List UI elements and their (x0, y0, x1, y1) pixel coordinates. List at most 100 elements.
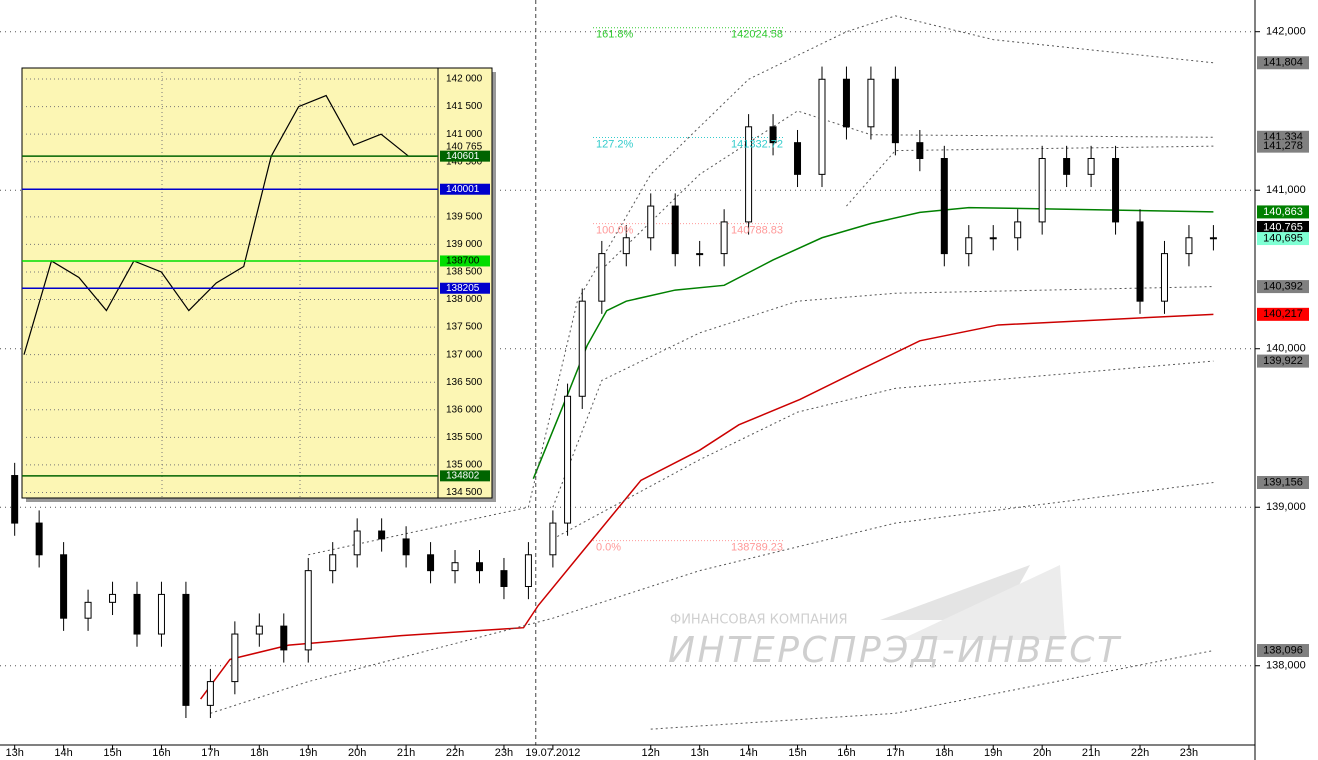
price-label-box (1257, 139, 1309, 153)
candle (109, 581, 117, 616)
candle-body (402, 538, 410, 556)
price-label: 140,392 (1263, 280, 1303, 292)
candle-body (578, 300, 586, 397)
inset-y-tick-label: 139 500 (446, 211, 483, 222)
candle-body (965, 237, 973, 255)
price-label-box (1257, 220, 1309, 234)
candle (427, 542, 435, 584)
x-tick-label: 23h (495, 747, 513, 759)
inset-y-tick-label: 136 500 (446, 377, 483, 388)
x-tick-label: 16h (152, 747, 170, 759)
x-tick-label: 16h (837, 747, 855, 759)
price-label-box (1257, 205, 1309, 219)
price-label-box (1257, 56, 1309, 70)
inset-y-tick-label: 135 000 (446, 460, 483, 471)
inset-level-box (440, 282, 490, 294)
inset-level-box (440, 470, 490, 482)
x-tick-label: 15h (103, 747, 121, 759)
band-line (552, 360, 1214, 540)
candle-body (1038, 158, 1046, 223)
watermark-name: ИНТЕРСПРЭД-ИНВЕСТ (668, 630, 1133, 671)
candle-body (1014, 221, 1022, 239)
candle (60, 542, 68, 631)
candle-body (1209, 237, 1217, 240)
candle (842, 66, 850, 140)
x-tick-label: 20h (1033, 747, 1051, 759)
y-tick-label: 139,000 (1266, 501, 1306, 513)
fib-value: 142024.58 (731, 29, 783, 41)
indicator-line (532, 206, 1214, 479)
candle-body (1136, 221, 1144, 302)
x-tick-label: 23h (1180, 747, 1198, 759)
x-tick-label: 12h (642, 747, 660, 759)
candle-body (133, 593, 141, 635)
x-tick-label: 13h (690, 747, 708, 759)
candle (182, 581, 190, 719)
inset-frame (21, 67, 493, 499)
band-line (601, 110, 1214, 270)
candle-body (842, 78, 850, 128)
price-label-box (1257, 476, 1309, 490)
band-line (552, 286, 1214, 508)
price-label: 141,278 (1263, 140, 1303, 152)
candle-body (329, 554, 337, 572)
candle-body (475, 562, 483, 572)
inset-level-label: 140 765 (446, 142, 483, 153)
candle (564, 383, 572, 536)
x-tick-label: 21h (397, 747, 415, 759)
candle (280, 613, 288, 663)
candle (965, 225, 973, 267)
fib-name: 0.0% (596, 542, 621, 554)
candle (891, 66, 899, 156)
candle (671, 193, 679, 267)
candle (35, 510, 43, 568)
candle-body (1185, 237, 1193, 255)
candle (818, 66, 826, 188)
y-tick-label: 138,000 (1266, 660, 1306, 672)
price-label: 140,695 (1263, 232, 1303, 244)
candle-body (1087, 158, 1095, 175)
candle (1063, 145, 1071, 188)
x-tick-label: 14h (739, 747, 757, 759)
candle-body (940, 158, 948, 255)
candle (622, 225, 630, 267)
inset-y-tick-label: 140 500 (446, 156, 483, 167)
candle-body (353, 530, 361, 556)
price-label-box (1257, 644, 1309, 658)
inset-y-tick-label: 137 000 (446, 349, 483, 360)
inset-level-box (440, 183, 490, 195)
x-tick-label: 17h (886, 747, 904, 759)
candle (720, 209, 728, 267)
candle (989, 225, 997, 251)
candle-body (598, 253, 606, 302)
candle (696, 240, 704, 267)
candle-body (794, 142, 802, 175)
y-tick-label: 140,000 (1266, 343, 1306, 355)
candle (329, 542, 337, 584)
candle (769, 114, 777, 156)
candle-body (280, 625, 288, 651)
x-tick-label: 19.07.2012 (525, 747, 580, 759)
fib-value: 138789.23 (731, 542, 783, 554)
inset-y-tick-label: 141 500 (446, 101, 483, 112)
candle-body (231, 633, 239, 683)
fib-value: 140788.83 (731, 225, 783, 237)
price-label: 141,804 (1263, 57, 1303, 69)
logo-shape (900, 565, 1065, 640)
x-tick-label: 13h (5, 747, 23, 759)
candle-body (206, 681, 214, 706)
x-tick-label: 19h (984, 747, 1002, 759)
candle (255, 613, 263, 647)
inset-price-line (23, 94, 436, 355)
inset-level-box (440, 255, 490, 267)
candle-body (1112, 158, 1120, 223)
price-label-box (1257, 354, 1309, 368)
candle-body (549, 522, 557, 556)
candle-body (769, 126, 777, 144)
plot-area (0, 0, 1255, 745)
fib-name: 127.2% (596, 138, 634, 150)
candle-body (671, 205, 679, 255)
inset-y-tick-label: 139 000 (446, 239, 483, 250)
candle (451, 550, 459, 584)
